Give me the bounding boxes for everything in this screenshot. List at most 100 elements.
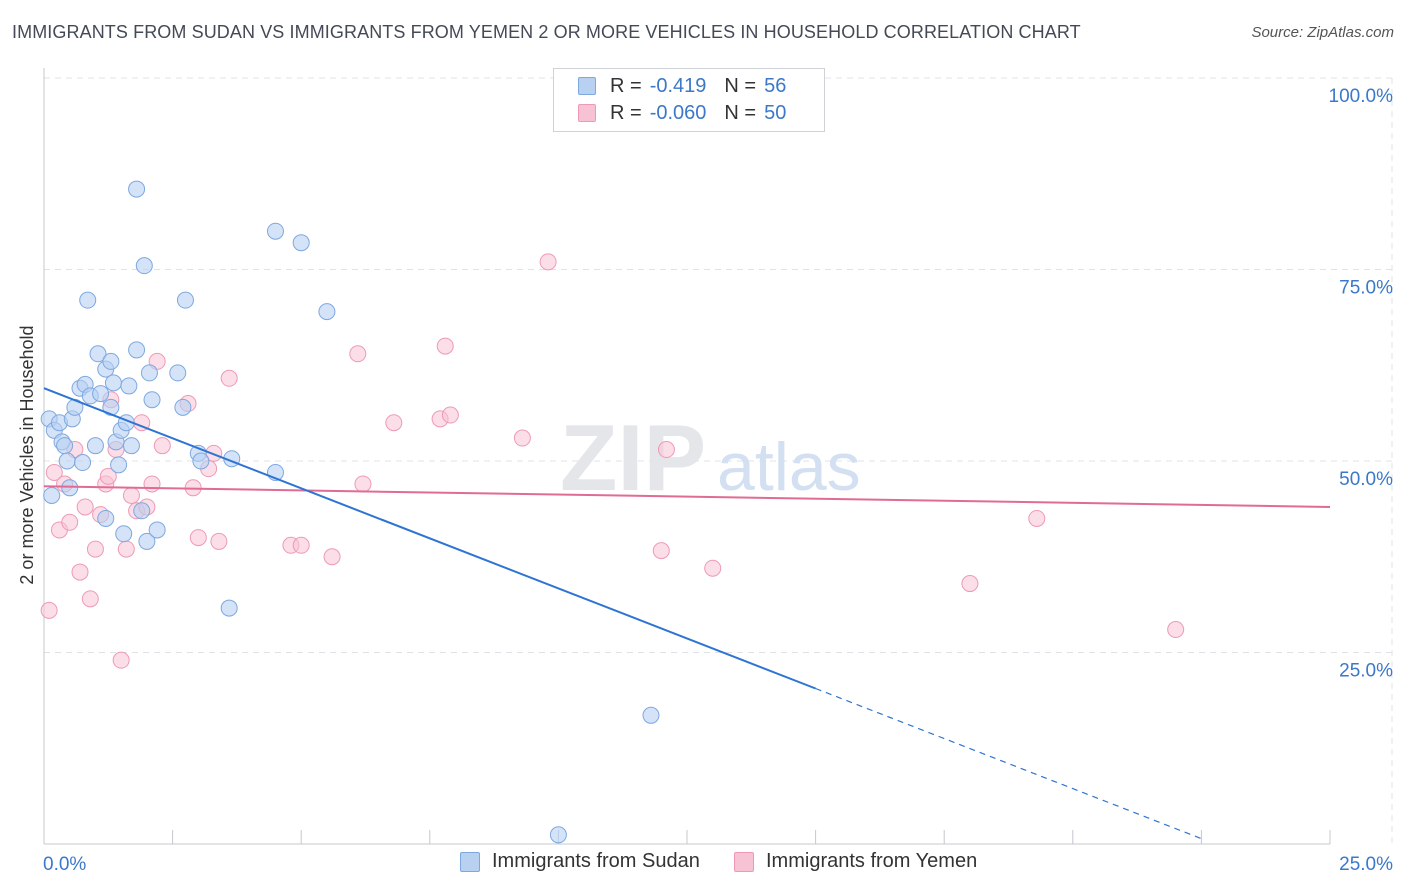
source-label: Source: ZipAtlas.com bbox=[1251, 24, 1394, 41]
yemen-legend-label: Immigrants from Yemen bbox=[766, 850, 978, 872]
y-tick-label: 50.0% bbox=[1339, 469, 1393, 490]
sudan-point bbox=[56, 437, 74, 455]
yemen-point bbox=[292, 536, 310, 554]
x-tick-labels: 0.0% 25.0% bbox=[43, 854, 1393, 875]
yemen-point bbox=[961, 575, 979, 593]
sudan-n-value: 56 bbox=[764, 74, 787, 97]
sudan-point bbox=[115, 525, 133, 543]
chart-title: IMMIGRANTS FROM SUDAN VS IMMIGRANTS FROM… bbox=[12, 22, 1081, 42]
y-tick-label: 100.0% bbox=[1329, 86, 1394, 107]
sudan-point bbox=[642, 706, 660, 724]
y-tick-label: 25.0% bbox=[1339, 661, 1393, 682]
yemen-point bbox=[220, 369, 238, 387]
yemen-point bbox=[153, 437, 171, 455]
yemen-point bbox=[1028, 509, 1046, 527]
sudan-point bbox=[148, 521, 166, 539]
sudan-point bbox=[143, 391, 161, 409]
sudan-legend-label: Immigrants from Sudan bbox=[492, 850, 700, 872]
yemen-point bbox=[441, 406, 459, 424]
legend-row-yemen: R = -0.060 N = 50 bbox=[578, 100, 786, 126]
sudan-point bbox=[79, 291, 97, 309]
yemen-point bbox=[513, 429, 531, 447]
sudan-legend-swatch bbox=[460, 851, 480, 872]
bottom-legend-yemen[interactable]: Immigrants from Yemen bbox=[734, 850, 977, 873]
bottom-legend-sudan[interactable]: Immigrants from Sudan bbox=[460, 850, 700, 873]
sudan-point bbox=[61, 479, 79, 497]
sudan-point bbox=[549, 826, 567, 844]
yemen-point bbox=[657, 441, 675, 459]
sudan-n-label: N = bbox=[724, 74, 757, 97]
sudan-point bbox=[58, 452, 76, 470]
x-tick-label: 25.0% bbox=[1339, 854, 1393, 875]
axes bbox=[43, 68, 1331, 845]
sudan-point bbox=[192, 452, 210, 470]
yemen-point bbox=[45, 463, 63, 481]
sudan-point bbox=[128, 180, 146, 198]
yemen-legend-swatch bbox=[734, 851, 754, 872]
sudan-point bbox=[122, 437, 140, 455]
yemen-point bbox=[40, 601, 58, 619]
y-axis-label: 2 or more Vehicles in Household bbox=[17, 325, 37, 584]
yemen-point bbox=[61, 513, 79, 531]
yemen-point bbox=[539, 253, 557, 271]
sudan-r-label: R = bbox=[610, 74, 642, 97]
yemen-point bbox=[704, 559, 722, 577]
sudan-point bbox=[318, 303, 336, 321]
yemen-trend-line bbox=[43, 485, 1331, 508]
yemen-point bbox=[210, 532, 228, 550]
sudan-point bbox=[104, 374, 122, 392]
yemen-point bbox=[99, 467, 117, 485]
yemen-point bbox=[354, 475, 372, 493]
sudan-point bbox=[102, 398, 120, 416]
sudan-point bbox=[135, 257, 153, 275]
legend-row-sudan: R = -0.419 N = 56 bbox=[578, 73, 786, 99]
sudan-trend-extension bbox=[815, 687, 1202, 840]
sudan-point bbox=[120, 377, 138, 395]
watermark-zip: ZIP bbox=[560, 405, 706, 510]
yemen-n-label: N = bbox=[724, 101, 757, 124]
watermark-atlas: atlas bbox=[717, 429, 861, 505]
legend-box: R = -0.419 N = 56 R = -0.060 N = 50 bbox=[553, 68, 825, 132]
grid bbox=[44, 77, 1393, 844]
sudan-series bbox=[40, 180, 660, 844]
sudan-point bbox=[97, 509, 115, 527]
sudan-point bbox=[220, 599, 238, 617]
sudan-point bbox=[266, 222, 284, 240]
yemen-point bbox=[1167, 621, 1185, 639]
yemen-point bbox=[81, 590, 99, 608]
yemen-swatch bbox=[578, 104, 596, 122]
yemen-point bbox=[652, 542, 670, 560]
yemen-r-label: R = bbox=[610, 101, 642, 124]
yemen-point bbox=[143, 475, 161, 493]
sudan-point bbox=[174, 398, 192, 416]
yemen-point bbox=[117, 540, 135, 558]
yemen-point bbox=[436, 337, 454, 355]
sudan-point bbox=[140, 364, 158, 382]
sudan-point bbox=[102, 352, 120, 370]
yemen-point bbox=[86, 540, 104, 558]
sudan-point bbox=[74, 454, 92, 472]
sudan-r-value: -0.419 bbox=[649, 74, 707, 97]
trend-lines bbox=[43, 387, 1331, 840]
sudan-point bbox=[110, 456, 128, 474]
yemen-point bbox=[122, 486, 140, 504]
sudan-swatch bbox=[578, 77, 596, 95]
sudan-trend-line bbox=[43, 387, 816, 690]
yemen-point bbox=[189, 529, 207, 547]
sudan-point bbox=[43, 486, 61, 504]
sudan-point bbox=[92, 385, 110, 403]
sudan-point bbox=[86, 437, 104, 455]
sudan-point bbox=[128, 341, 146, 359]
sudan-point bbox=[89, 345, 107, 363]
y-tick-labels: 25.0% 50.0% 75.0% 100.0% bbox=[1329, 86, 1394, 682]
yemen-point bbox=[71, 563, 89, 581]
sudan-point bbox=[169, 364, 187, 382]
x-tick-label: 0.0% bbox=[43, 854, 86, 875]
yemen-point bbox=[349, 345, 367, 363]
yemen-n-value: 50 bbox=[764, 101, 787, 124]
yemen-point bbox=[385, 414, 403, 432]
sudan-point bbox=[292, 234, 310, 252]
yemen-point bbox=[76, 498, 94, 516]
sudan-point bbox=[176, 291, 194, 309]
